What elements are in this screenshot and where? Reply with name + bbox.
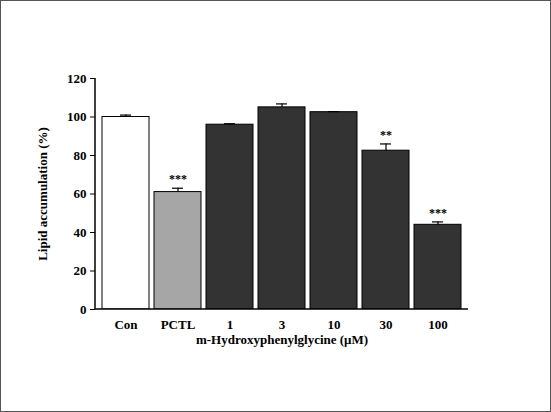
svg-text:20: 20 <box>74 263 87 278</box>
svg-text:100: 100 <box>67 109 87 124</box>
svg-text:Lipid accumulation (%): Lipid accumulation (%) <box>35 127 50 261</box>
svg-text:Con: Con <box>114 317 138 332</box>
svg-text:m-Hydroxyphenylglycine (μM): m-Hydroxyphenylglycine (μM) <box>196 332 368 347</box>
svg-text:***: *** <box>429 206 447 220</box>
svg-text:40: 40 <box>74 225 87 240</box>
svg-text:***: *** <box>169 172 187 186</box>
svg-text:100: 100 <box>428 317 448 332</box>
svg-text:3: 3 <box>279 317 286 332</box>
svg-text:PCTL: PCTL <box>161 317 196 332</box>
svg-text:120: 120 <box>67 71 87 86</box>
svg-text:1: 1 <box>227 317 234 332</box>
svg-text:60: 60 <box>74 186 87 201</box>
svg-text:80: 80 <box>74 148 87 163</box>
svg-text:0: 0 <box>80 302 87 317</box>
svg-text:**: ** <box>380 128 392 142</box>
svg-text:30: 30 <box>380 317 393 332</box>
svg-text:10: 10 <box>328 317 341 332</box>
